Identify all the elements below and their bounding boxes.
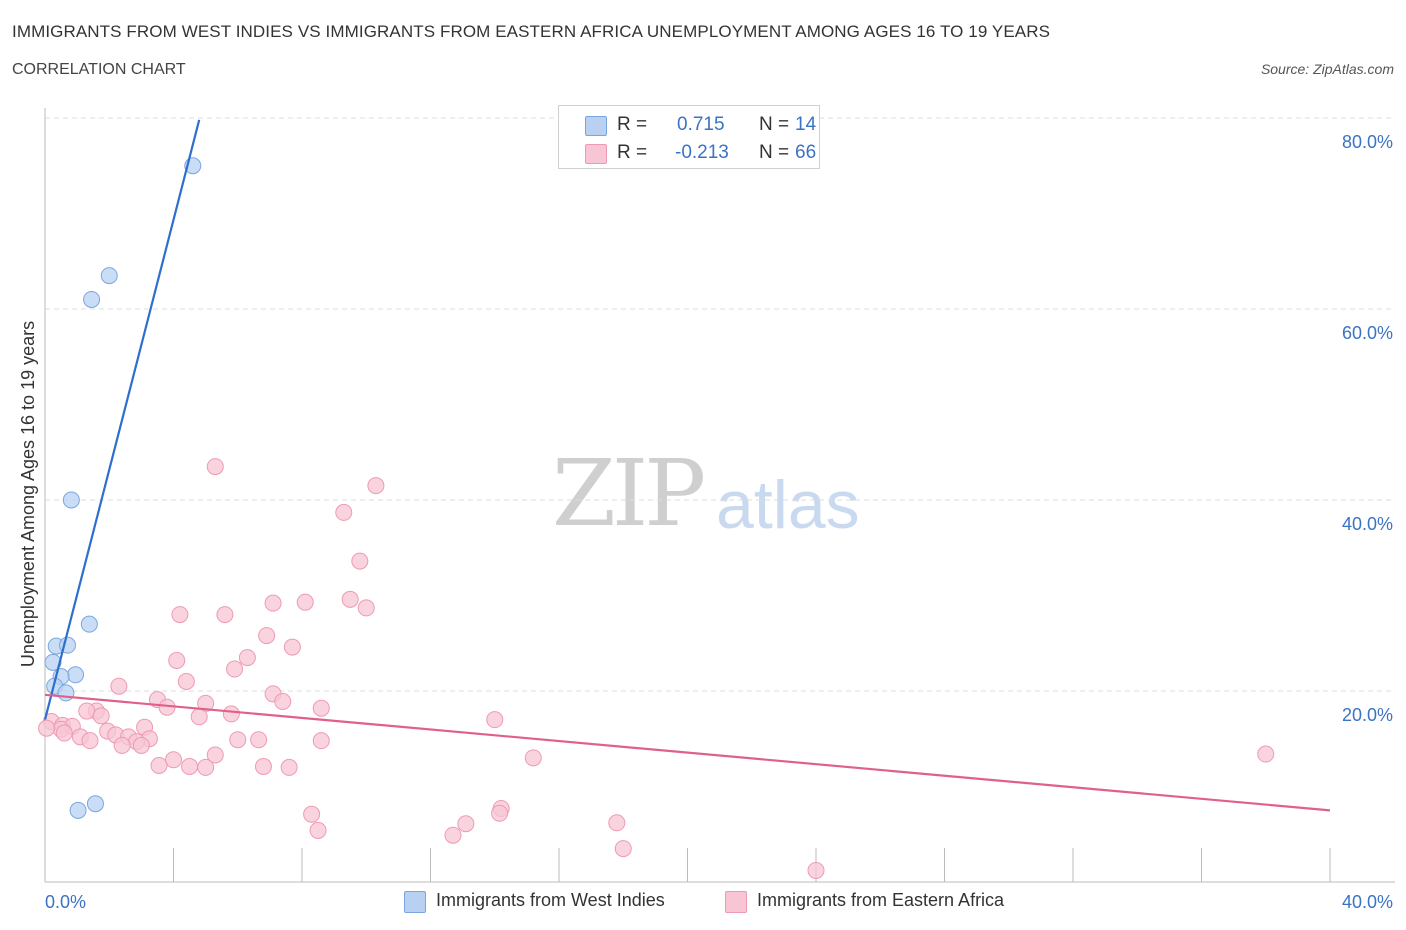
eastern-africa-point — [303, 805, 321, 823]
eastern-africa-point — [92, 707, 110, 725]
y-tick-label: 40.0% — [1342, 514, 1393, 534]
bottom-legend-label-eastern-africa: Immigrants from Eastern Africa — [757, 890, 1005, 910]
eastern-africa-point — [165, 751, 182, 769]
tick-labels: 20.0% 40.0% 60.0% 80.0% 0.0% 40.0% Unemploymen… — [18, 132, 1393, 912]
eastern-africa-point — [113, 736, 131, 754]
legend-r-value-west-indies: 0.715 — [677, 114, 725, 135]
chart-subtitle: CORRELATION CHART — [12, 61, 186, 78]
eastern-africa-point — [524, 749, 542, 767]
grid-layer — [45, 117, 1395, 692]
axis-layer — [44, 108, 1395, 883]
eastern-africa-point — [280, 758, 298, 776]
eastern-africa-point — [181, 757, 199, 775]
eastern-africa-point — [171, 606, 189, 624]
x-tick-label: 40.0% — [1342, 892, 1393, 912]
eastern-africa-point — [264, 594, 282, 612]
eastern-africa-point — [312, 732, 330, 750]
west-indies-point — [86, 795, 104, 813]
eastern-africa-point — [312, 699, 330, 717]
legend-n-value-eastern-africa: 66 — [795, 142, 817, 163]
eastern-africa-point — [274, 693, 292, 711]
west-indies-point — [57, 684, 75, 702]
eastern-africa-point — [444, 826, 462, 844]
eastern-africa-point — [222, 705, 240, 723]
y-tick-label: 80.0% — [1342, 132, 1393, 152]
y-axis-title: Unemployment Among Ages 16 to 19 years — [18, 321, 38, 667]
eastern-africa-point — [608, 814, 626, 832]
legend-n-label: N = — [759, 142, 790, 163]
eastern-africa-point — [1257, 745, 1275, 763]
west-indies-point — [100, 267, 118, 285]
eastern-africa-point — [351, 552, 369, 570]
eastern-africa-point — [254, 757, 272, 775]
eastern-africa-point — [55, 724, 73, 742]
correlation-legend: R = 0.715 N = 14 R = -0.213 N = 66 — [558, 105, 820, 169]
eastern-africa-point — [309, 821, 327, 839]
chart-source: Source: ZipAtlas.com — [1260, 61, 1394, 77]
eastern-africa-point — [614, 840, 632, 858]
west-indies-point — [83, 290, 101, 308]
y-tick-label: 20.0% — [1342, 705, 1393, 725]
legend-r-value-eastern-africa: -0.213 — [675, 142, 729, 163]
eastern-africa-point — [81, 732, 99, 750]
eastern-africa-point — [38, 719, 56, 737]
eastern-africa-point — [341, 590, 359, 608]
eastern-africa-point — [491, 804, 509, 822]
eastern-africa-point — [110, 677, 128, 695]
chart-title: IMMIGRANTS FROM WEST INDIES VS IMMIGRANT… — [12, 22, 1051, 41]
eastern-africa-point — [486, 711, 504, 729]
eastern-africa-point — [168, 651, 186, 669]
west-indies-point — [62, 491, 80, 509]
west-indies-point — [44, 653, 62, 671]
bottom-legend-label-west-indies: Immigrants from West Indies — [436, 890, 665, 910]
legend-n-value-west-indies: 14 — [795, 114, 817, 135]
eastern-africa-point — [296, 593, 314, 611]
x-tick-label: 0.0% — [45, 892, 86, 912]
eastern-africa-point — [258, 627, 276, 645]
eastern-africa-point — [226, 660, 244, 678]
eastern-africa-point — [132, 736, 150, 754]
eastern-africa-point — [190, 708, 208, 726]
bottom-legend-swatch-eastern-africa — [725, 891, 747, 913]
legend-swatch-west-indies — [585, 116, 607, 136]
eastern-africa-point — [216, 606, 234, 624]
eastern-africa-points — [38, 458, 1275, 880]
legend-r-label: R = — [617, 114, 648, 135]
legend-n-label: N = — [759, 114, 790, 135]
eastern-africa-point — [283, 638, 301, 656]
legend-r-label: R = — [617, 142, 648, 163]
watermark-atlas: atlas — [716, 467, 860, 543]
eastern-africa-point — [150, 756, 168, 774]
eastern-africa-point — [335, 503, 353, 521]
watermark-zip: ZIP — [552, 440, 706, 547]
eastern-africa-point — [250, 731, 268, 749]
y-tick-label: 60.0% — [1342, 323, 1393, 343]
eastern-africa-trend-line — [44, 693, 1331, 812]
west-indies-trend-line — [43, 119, 201, 720]
legend-swatch-eastern-africa — [585, 144, 607, 164]
eastern-africa-point — [357, 599, 375, 617]
west-indies-point — [67, 666, 85, 684]
eastern-africa-point — [807, 862, 825, 880]
eastern-africa-point — [177, 672, 195, 690]
eastern-africa-point — [197, 758, 215, 776]
eastern-africa-point — [238, 649, 256, 667]
eastern-africa-point — [229, 731, 247, 749]
bottom-legend-swatch-west-indies — [404, 891, 426, 913]
eastern-africa-point — [206, 458, 224, 476]
west-indies-point — [69, 801, 87, 819]
eastern-africa-point — [206, 746, 224, 764]
eastern-africa-point — [457, 815, 475, 833]
eastern-africa-point — [367, 477, 385, 495]
eastern-africa-point — [78, 702, 96, 720]
west-indies-point — [80, 615, 98, 633]
trend-lines — [43, 119, 1331, 812]
